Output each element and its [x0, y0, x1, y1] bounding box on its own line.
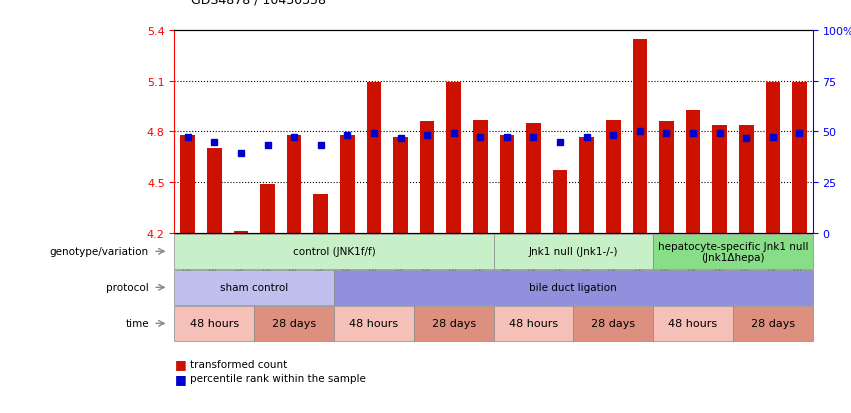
Bar	[207, 149, 221, 233]
Text: 48 hours: 48 hours	[509, 318, 558, 329]
Text: 48 hours: 48 hours	[669, 318, 717, 329]
Text: genotype/variation: genotype/variation	[50, 247, 149, 257]
Text: ■: ■	[174, 372, 186, 385]
Bar	[393, 137, 408, 233]
Text: 48 hours: 48 hours	[350, 318, 398, 329]
Text: 48 hours: 48 hours	[190, 318, 239, 329]
Text: percentile rank within the sample: percentile rank within the sample	[190, 373, 366, 383]
Bar	[500, 135, 514, 233]
Text: 28 days: 28 days	[751, 318, 795, 329]
Bar	[367, 83, 381, 233]
Bar	[660, 122, 674, 233]
Bar	[526, 124, 540, 233]
Bar	[553, 171, 568, 233]
Bar	[606, 120, 620, 233]
Text: hepatocyte-specific Jnk1 null
(Jnk1Δhepa): hepatocyte-specific Jnk1 null (Jnk1Δhepa…	[658, 241, 808, 263]
Bar	[420, 122, 434, 233]
Text: transformed count: transformed count	[190, 359, 287, 369]
Bar	[792, 83, 807, 233]
Text: Jnk1 null (Jnk1-/-): Jnk1 null (Jnk1-/-)	[528, 247, 618, 257]
Bar	[180, 135, 195, 233]
Text: 28 days: 28 days	[591, 318, 636, 329]
Text: bile duct ligation: bile duct ligation	[529, 282, 617, 293]
Bar	[766, 83, 780, 233]
Text: ■: ■	[174, 357, 186, 370]
Bar	[632, 39, 647, 233]
Bar	[234, 232, 248, 233]
Bar	[340, 135, 355, 233]
Bar	[739, 126, 753, 233]
Bar	[260, 185, 275, 233]
Bar	[447, 83, 461, 233]
Text: GDS4878 / 10430358: GDS4878 / 10430358	[191, 0, 327, 6]
Text: control (JNK1f/f): control (JNK1f/f)	[293, 247, 375, 257]
Bar	[712, 126, 727, 233]
Bar	[580, 137, 594, 233]
Text: 28 days: 28 days	[431, 318, 476, 329]
Text: protocol: protocol	[106, 282, 149, 293]
Text: time: time	[125, 318, 149, 329]
Bar	[287, 135, 301, 233]
Bar	[313, 195, 328, 233]
Bar	[686, 110, 700, 233]
Text: sham control: sham control	[220, 282, 288, 293]
Bar	[473, 120, 488, 233]
Text: 28 days: 28 days	[272, 318, 317, 329]
